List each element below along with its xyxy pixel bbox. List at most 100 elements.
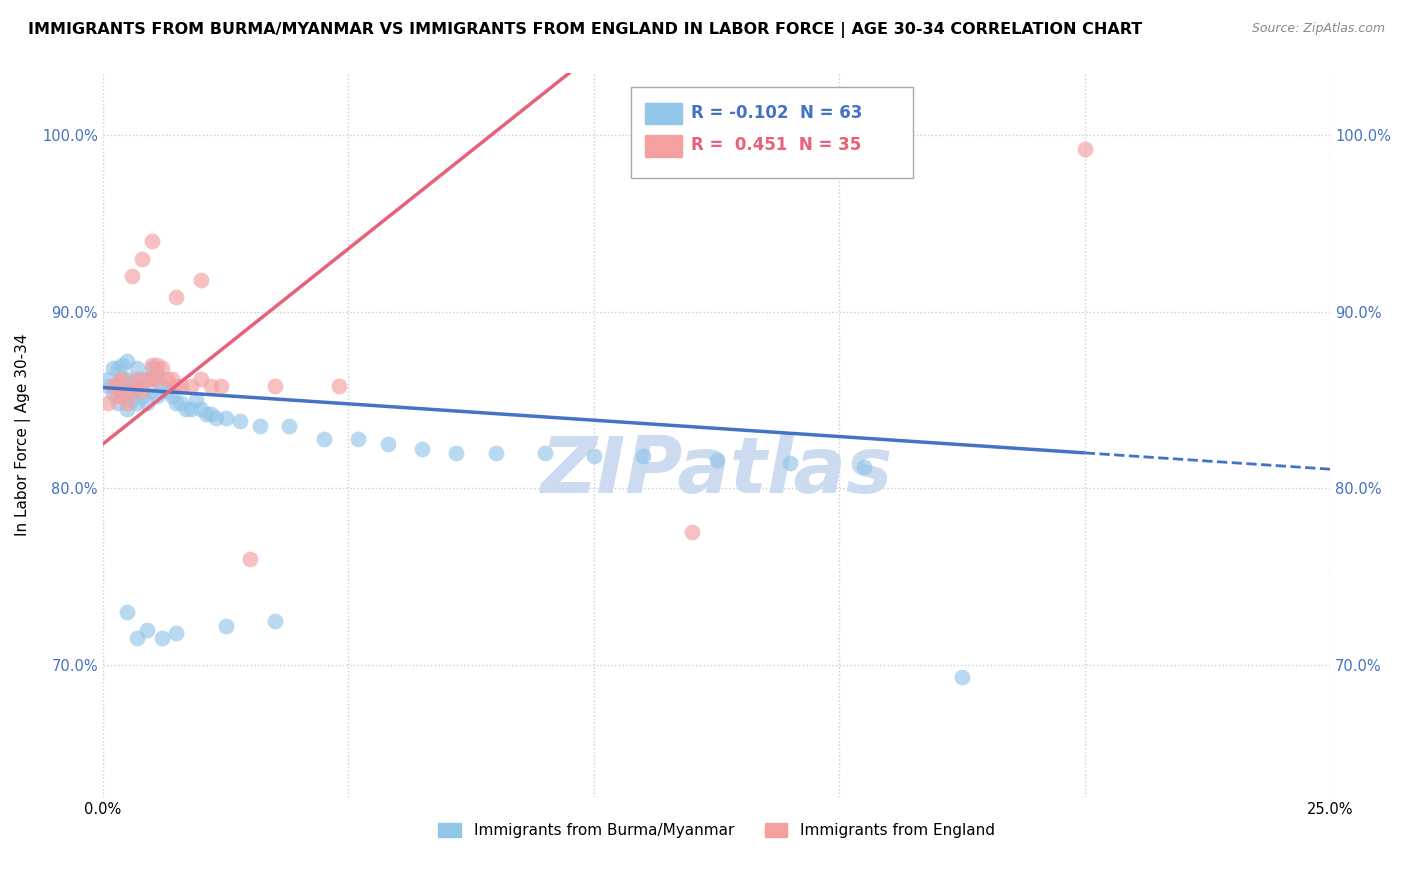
Point [160,389,183,403]
Point [136,396,159,410]
Point [166,626,188,640]
Point [347,432,370,446]
Point [180,401,202,416]
Point [146,358,169,372]
Point [209,378,232,392]
Point [117,396,139,410]
Point [200,378,222,392]
Point [214,619,236,633]
Point [950,670,973,684]
Point [131,372,153,386]
Point [156,372,179,386]
Point [779,457,801,471]
Point [101,361,124,376]
Point [131,384,153,398]
Point [111,372,134,386]
Point [117,605,139,619]
Point [141,234,163,248]
Point [150,361,173,376]
Point [107,361,129,376]
Point [631,450,654,464]
Point [184,392,207,407]
FancyBboxPatch shape [631,87,912,178]
Point [706,453,728,467]
Point [141,372,163,386]
Point [141,358,163,372]
Point [214,410,236,425]
Point [582,450,605,464]
FancyBboxPatch shape [645,136,682,157]
Point [485,446,508,460]
Point [150,632,173,646]
Text: ZIPatlas: ZIPatlas [540,434,893,509]
Point [239,552,262,566]
Point [190,401,212,416]
Point [681,525,703,540]
Point [127,372,149,386]
Point [121,392,143,407]
Point [229,414,252,428]
Text: Source: ZipAtlas.com: Source: ZipAtlas.com [1251,22,1385,36]
Point [249,419,271,434]
Point [101,378,124,392]
Point [97,396,120,410]
Point [141,384,163,398]
Point [111,389,134,403]
Text: R =  0.451  N = 35: R = 0.451 N = 35 [690,136,860,154]
Text: R = -0.102  N = 63: R = -0.102 N = 63 [690,103,862,122]
Point [131,252,153,266]
Point [446,446,468,460]
Point [1074,142,1097,156]
Point [312,432,335,446]
Point [107,378,129,392]
Point [278,419,301,434]
Point [97,378,120,392]
Y-axis label: In Labor Force | Age 30-34: In Labor Force | Age 30-34 [15,334,31,536]
Point [111,389,134,403]
Point [121,269,143,284]
FancyBboxPatch shape [645,103,682,124]
Point [156,384,179,398]
Point [97,372,120,386]
Point [146,372,169,386]
Point [190,372,212,386]
Point [328,378,350,392]
Point [533,446,555,460]
Point [150,378,173,392]
Point [127,632,149,646]
Point [121,375,143,389]
Point [111,358,134,372]
Point [146,389,169,403]
Point [852,460,875,475]
Point [121,384,143,398]
Point [170,378,193,392]
Point [166,290,188,304]
Point [200,407,222,421]
Point [411,442,433,457]
Point [107,396,129,410]
Point [204,410,226,425]
Point [117,384,139,398]
Point [263,378,285,392]
Point [194,407,217,421]
Point [117,372,139,386]
Point [263,614,285,628]
Point [166,396,188,410]
Point [160,372,183,386]
Point [170,396,193,410]
Point [141,361,163,376]
Point [131,389,153,403]
Point [117,354,139,368]
Point [136,623,159,637]
Point [377,437,399,451]
Point [146,367,169,381]
Point [127,361,149,376]
Point [111,372,134,386]
Point [136,372,159,386]
Point [127,396,149,410]
Point [136,372,159,386]
Point [180,378,202,392]
Point [166,378,188,392]
Point [127,378,149,392]
Point [176,401,198,416]
